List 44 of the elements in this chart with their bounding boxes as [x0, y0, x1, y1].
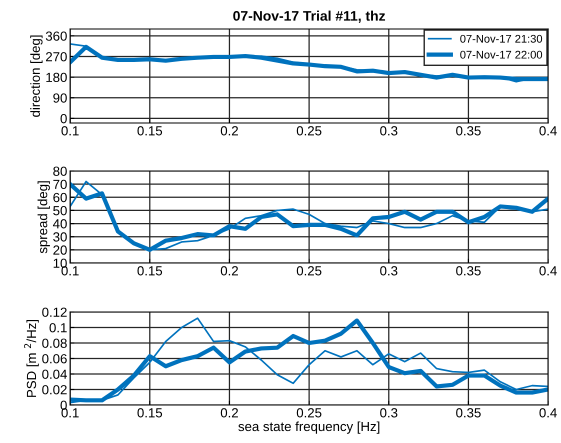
y-tick-label: 0.02 — [42, 385, 67, 394]
y-tick-label: 0.06 — [42, 354, 67, 364]
y-tick-label: 180 — [46, 72, 67, 82]
x-axis-title: sea state frequency [Hz] — [238, 421, 380, 434]
y-tick-label: 20 — [53, 245, 67, 255]
y-tick-label: 0.1 — [50, 323, 67, 332]
y-axis-title: spread [deg] — [38, 181, 50, 254]
y-axis-title: PSD [m $^{2}$/Hz] — [24, 320, 39, 397]
legend-label: 07-Nov-17 22:00 — [460, 50, 542, 59]
x-tick-label: 0.3 — [380, 266, 398, 276]
y-tick-label: 60 — [53, 192, 67, 202]
x-tick-label: 0.15 — [137, 126, 162, 136]
x-tick-label: 0.3 — [380, 126, 398, 136]
x-tick-label: 0.15 — [137, 266, 162, 276]
x-tick-label: 0.4 — [539, 266, 557, 276]
y-tick-label: 0.08 — [42, 338, 67, 348]
x-tick-label: 0.35 — [456, 126, 481, 136]
y-tick-label: 10 — [54, 258, 67, 268]
x-tick-label: 0.35 — [456, 408, 481, 418]
x-tick-label: 0.25 — [296, 408, 322, 418]
y-tick-label: 50 — [53, 206, 67, 216]
y-tick-label: 40 — [52, 219, 67, 228]
y-tick-label: 80 — [53, 166, 67, 176]
x-tick-label: 0.2 — [220, 126, 238, 136]
y-tick-label: 70 — [53, 180, 67, 190]
x-tick-label: 0.4 — [539, 408, 557, 418]
y-tick-label: 270 — [46, 52, 67, 62]
y-tick-label: 360 — [46, 31, 67, 41]
x-tick-label: 0.25 — [296, 126, 322, 136]
x-tick-label: 0.35 — [456, 266, 481, 276]
x-tick-label: 0.15 — [137, 408, 162, 418]
legend-label: 07-Nov-17 21:30 — [460, 34, 542, 43]
y-axis-title: direction [deg] — [30, 35, 43, 117]
chart-title: 07-Nov-17 Trial #11, thz — [233, 10, 386, 23]
x-tick-label: 0.4 — [539, 126, 557, 136]
x-tick-label: 0.2 — [220, 266, 238, 276]
x-tick-label: 0.3 — [380, 408, 398, 418]
y-tick-label: 90 — [53, 93, 67, 103]
x-tick-label: 0.2 — [220, 408, 238, 418]
y-tick-label: 0.04 — [42, 370, 67, 379]
y-tick-label: 0 — [60, 114, 67, 124]
y-tick-label: 0.12 — [42, 308, 67, 317]
y-tick-label: 30 — [53, 232, 67, 242]
x-tick-label: 0.25 — [296, 266, 322, 276]
